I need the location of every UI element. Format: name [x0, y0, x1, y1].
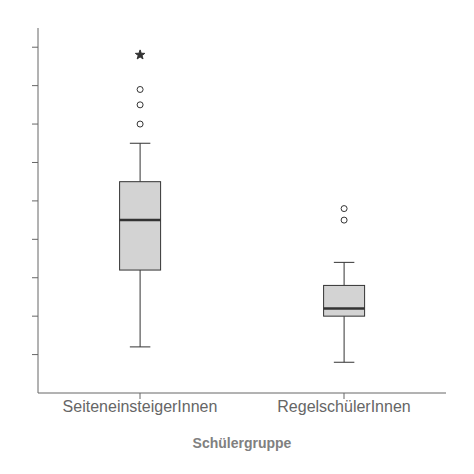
svg-text:RegelschülerInnen: RegelschülerInnen	[277, 398, 410, 415]
svg-text:Schülergruppe: Schülergruppe	[193, 435, 292, 451]
svg-text:SeiteneinsteigerInnen: SeiteneinsteigerInnen	[63, 398, 218, 415]
